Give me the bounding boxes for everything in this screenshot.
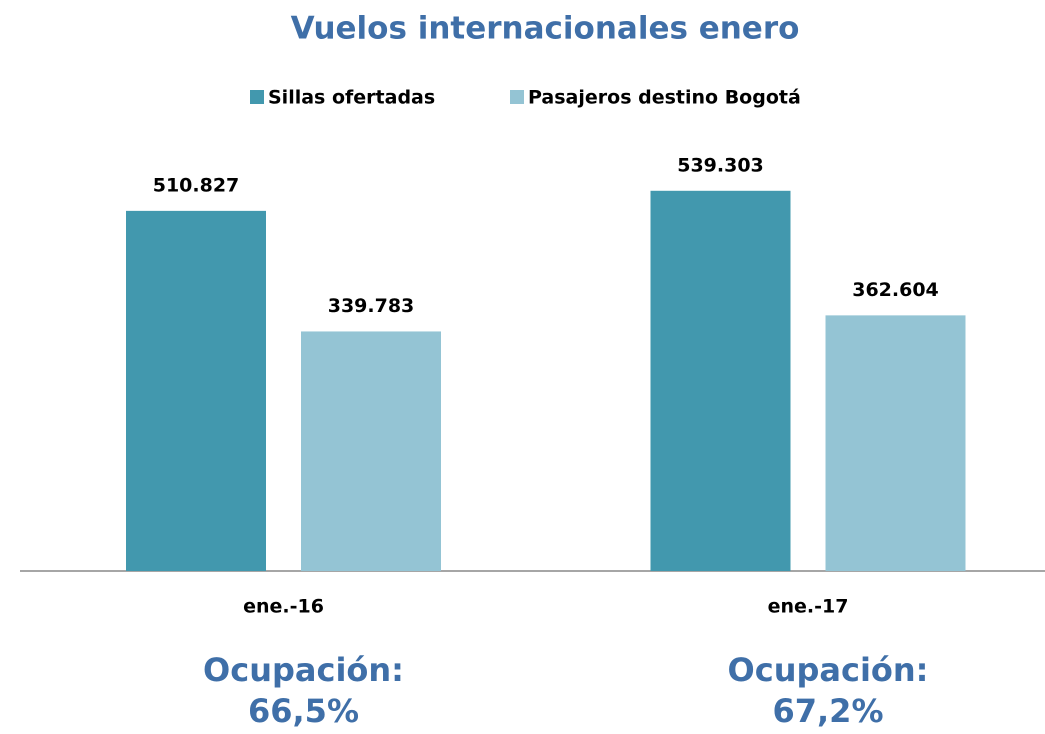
annotation-label: Ocupación: (728, 651, 929, 689)
legend-label: Sillas ofertadas (268, 87, 435, 109)
bar (301, 331, 441, 571)
data-label: 510.827 (153, 174, 240, 196)
bar (650, 190, 791, 571)
legend-swatch (250, 90, 264, 104)
data-label: 362.604 (852, 279, 939, 301)
data-label: 539.303 (677, 154, 764, 176)
x-tick-label: ene.-17 (768, 596, 849, 618)
legend-label: Pasajeros destino Bogotá (528, 87, 801, 109)
chart-title: Vuelos internacionales enero (291, 11, 800, 47)
legend-swatch (510, 90, 524, 104)
annotation-label: Ocupación: (203, 651, 404, 689)
bar (825, 315, 966, 571)
bar (126, 210, 266, 572)
data-label: 339.783 (328, 295, 415, 317)
annotation-value: 67,2% (772, 692, 883, 730)
x-tick-label: ene.-16 (243, 596, 324, 618)
annotation-value: 66,5% (248, 692, 359, 730)
